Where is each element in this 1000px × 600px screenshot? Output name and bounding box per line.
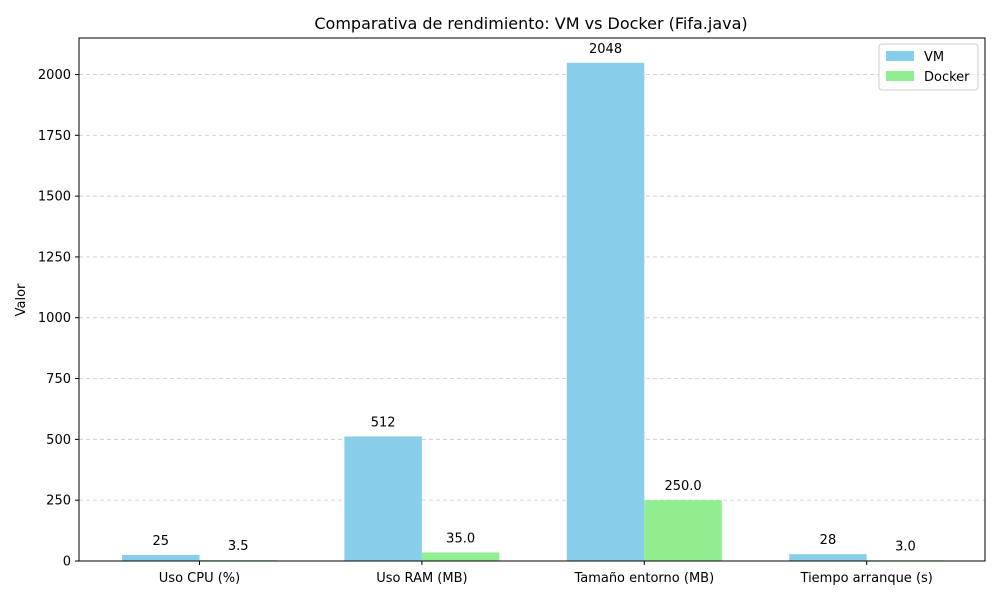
bar-label-docker-tiempo-arranque-s: 3.0 — [895, 539, 916, 554]
y-tick-label: 1000 — [38, 311, 71, 326]
legend: VM Docker — [878, 43, 979, 91]
bar-vm-tiempo-arranque-s — [789, 554, 867, 561]
legend-swatch-docker — [886, 71, 914, 81]
plot-frame — [78, 37, 986, 562]
bar-label-vm-uso-cpu: 25 — [152, 534, 169, 549]
y-tick-label: 1750 — [38, 129, 71, 144]
x-axis: Uso CPU (%) Uso RAM (MB) Tamaño entorno (M… — [159, 561, 933, 586]
y-tick-label: 0 — [63, 555, 71, 570]
y-axis: 0 250 500 750 1000 1250 1500 1750 2000 — [38, 68, 79, 570]
x-tick-label: Tiempo arranque (s) — [800, 571, 933, 586]
y-axis-title: Valor — [14, 283, 29, 316]
bar-vm-uso-cpu — [122, 554, 200, 561]
bar-label-vm-tiempo-arranque-s: 28 — [820, 533, 837, 548]
y-tick-label: 1500 — [38, 190, 71, 205]
bar-vm-uso-ram-mb — [344, 436, 422, 561]
bar-label-vm-uso-ram-mb: 512 — [371, 415, 396, 430]
y-tick-label: 500 — [46, 433, 71, 448]
bar-label-vm-tamano-entorno-mb: 2048 — [589, 42, 622, 57]
legend-label-vm: VM — [924, 50, 944, 65]
bar-label-docker-tamano-entorno-mb: 250.0 — [664, 479, 701, 494]
legend-label-docker: Docker — [924, 70, 970, 85]
legend-swatch-vm — [886, 51, 914, 61]
y-gridlines — [79, 74, 985, 501]
chart-title: Comparativa de rendimiento: VM vs Docker… — [314, 14, 747, 33]
bar-label-docker-uso-cpu: 3.5 — [228, 539, 249, 554]
bar-label-docker-uso-ram-mb: 35.0 — [446, 531, 475, 546]
bar-vm-tamano-entorno-mb — [566, 62, 645, 561]
y-tick-label: 750 — [46, 372, 71, 387]
x-tick-label: Tamaño entorno (MB) — [573, 571, 714, 586]
y-tick-label: 250 — [46, 494, 71, 509]
y-tick-label: 1250 — [38, 250, 71, 265]
y-tick-label: 2000 — [38, 68, 71, 83]
x-tick-label: Uso RAM (MB) — [376, 571, 467, 586]
bar-docker-tamano-entorno-mb — [644, 500, 722, 561]
x-tick-label: Uso CPU (%) — [159, 571, 240, 586]
bar-docker-uso-ram-mb — [421, 552, 500, 561]
bars — [122, 62, 945, 561]
bar-value-labels: 25 3.5 512 35.0 2048 250.0 28 3.0 — [152, 42, 915, 554]
